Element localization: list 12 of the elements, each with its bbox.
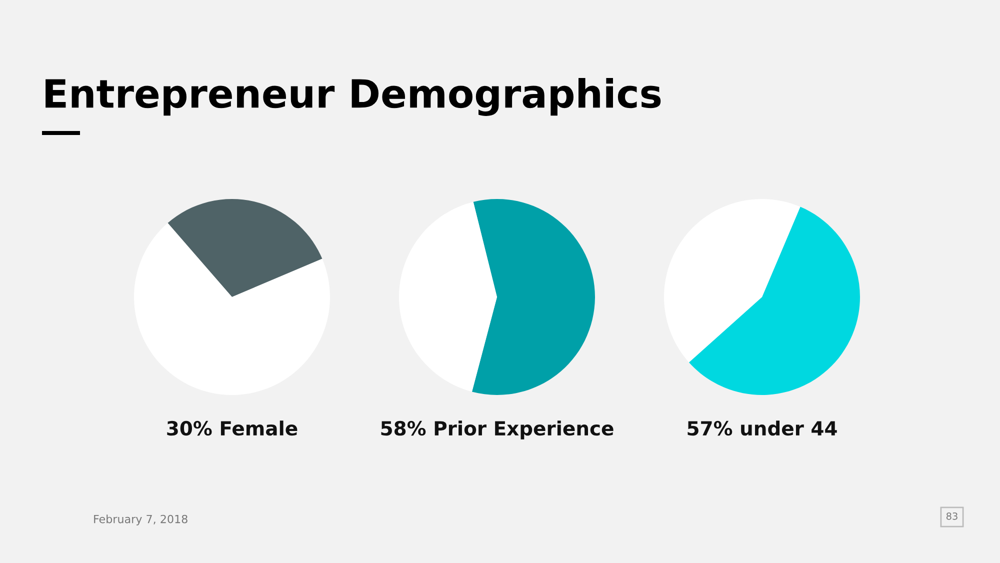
text: 58% Prior Experience (381, 420, 614, 440)
text: Entrepreneur Demographics (46, 78, 661, 116)
pie-slice (472, 199, 595, 395)
text: February 7, 2018 (94, 514, 188, 526)
pie-slice (168, 199, 322, 297)
text: 83 (946, 512, 958, 520)
text: 30% Female (167, 420, 298, 436)
pie-slice (134, 223, 330, 395)
pie-slice (688, 206, 860, 395)
pie-slice (664, 199, 800, 362)
text: 57% under 44 (688, 420, 837, 436)
pie-slice (399, 202, 497, 392)
